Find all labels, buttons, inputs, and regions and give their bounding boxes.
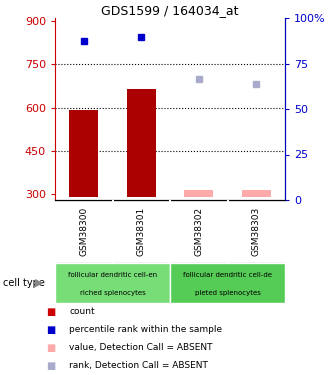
Text: GSM38301: GSM38301 [137,207,146,256]
Bar [170,263,285,303]
Text: ■: ■ [47,325,56,335]
Text: follicular dendritic cell-de: follicular dendritic cell-de [183,272,272,278]
Text: percentile rank within the sample: percentile rank within the sample [69,325,222,334]
Text: follicular dendritic cell-en: follicular dendritic cell-en [68,272,157,278]
Text: GSM38300: GSM38300 [79,207,88,256]
Text: ■: ■ [47,307,56,317]
Text: ▶: ▶ [35,278,43,288]
Bar [127,89,156,197]
Text: GSM38303: GSM38303 [252,207,261,256]
Text: GSM38302: GSM38302 [194,207,203,256]
Text: value, Detection Call = ABSENT: value, Detection Call = ABSENT [69,343,213,352]
Text: riched splenocytes: riched splenocytes [80,290,146,296]
Bar [55,263,170,303]
Bar [69,111,98,197]
Title: GDS1599 / 164034_at: GDS1599 / 164034_at [101,4,239,17]
Text: cell type: cell type [3,278,45,288]
Text: ■: ■ [47,361,56,371]
Text: ■: ■ [47,343,56,353]
Text: pleted splenocytes: pleted splenocytes [195,290,260,296]
Bar [242,190,271,197]
Text: count: count [69,307,95,316]
Text: rank, Detection Call = ABSENT: rank, Detection Call = ABSENT [69,361,208,370]
Bar [184,190,213,197]
